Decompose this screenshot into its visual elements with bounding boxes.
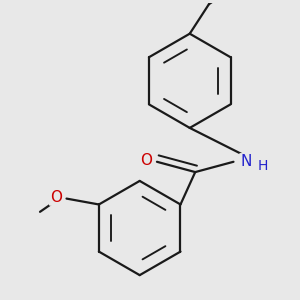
Text: O: O bbox=[50, 190, 62, 205]
Text: O: O bbox=[140, 153, 152, 168]
Text: N: N bbox=[240, 154, 252, 169]
Text: H: H bbox=[258, 159, 268, 173]
